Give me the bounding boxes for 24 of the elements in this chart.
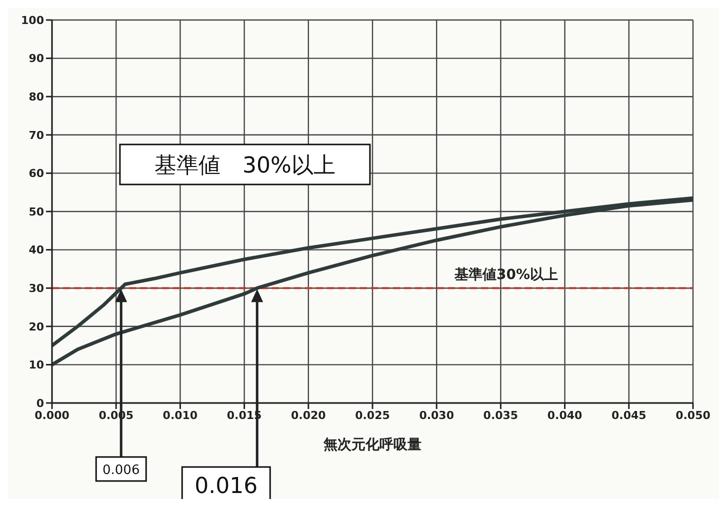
y-tick-label: 70 bbox=[28, 128, 44, 142]
y-tick-label: 20 bbox=[28, 320, 44, 334]
x-tick-label: 0.045 bbox=[612, 408, 646, 422]
x-tick-label: 0.010 bbox=[162, 408, 198, 422]
x-tick-label: 0.035 bbox=[483, 408, 518, 422]
y-tick-label: 80 bbox=[28, 90, 44, 104]
x-tick-label: 0.025 bbox=[355, 408, 390, 422]
y-tick-label: 40 bbox=[28, 244, 44, 257]
x-tick-label: 0.050 bbox=[676, 408, 711, 422]
y-tick-label: 30 bbox=[28, 282, 44, 296]
x-tick-label: 0.000 bbox=[34, 408, 70, 422]
text: 0.016 bbox=[194, 474, 258, 499]
x-tick-label: 0.030 bbox=[419, 408, 454, 422]
y-tick-label: 100 bbox=[21, 14, 44, 27]
x-tick-label: 0.040 bbox=[547, 408, 583, 422]
y-tick-label: 90 bbox=[28, 52, 44, 66]
y-tick-label: 60 bbox=[28, 167, 44, 180]
x-tick-label: 0.020 bbox=[291, 408, 326, 422]
y-tick-label: 50 bbox=[28, 205, 44, 218]
text: 0.006 bbox=[102, 463, 140, 478]
x-axis-title: 無次元化呼吸量 bbox=[322, 436, 422, 453]
y-tick-label: 0 bbox=[36, 396, 44, 410]
annotation: 基準値 30%以上 bbox=[154, 153, 336, 178]
y-tick-label: 10 bbox=[28, 358, 44, 372]
